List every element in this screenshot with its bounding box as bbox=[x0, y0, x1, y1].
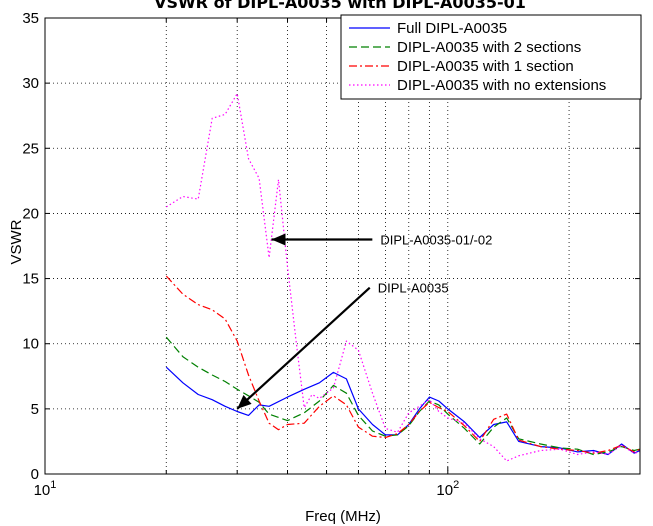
y-tick-label: 15 bbox=[22, 271, 39, 288]
annotation-label: DIPL-A0035 bbox=[378, 281, 449, 296]
y-tick-label: 25 bbox=[22, 140, 39, 157]
series-line-3 bbox=[165, 275, 641, 454]
annotation-arrow-head bbox=[271, 233, 286, 246]
legend-label: DIPL-A0035 with no extensions bbox=[397, 77, 606, 94]
chart-title: VSWR of DIPL-A0035 with DIPL-A0035-01 bbox=[154, 0, 526, 12]
legend-box bbox=[340, 14, 642, 100]
series-line-2 bbox=[165, 336, 641, 456]
y-tick-label: 35 bbox=[22, 10, 39, 27]
plot-series bbox=[165, 92, 641, 462]
x-axis-label: Freq (MHz) bbox=[305, 508, 381, 525]
annotation-arrow-head bbox=[237, 394, 252, 409]
y-tick-label: 5 bbox=[31, 401, 39, 418]
y-axis-label: VSWR bbox=[8, 219, 25, 264]
y-tick-label: 10 bbox=[22, 336, 39, 353]
x-tick-label: 101 bbox=[34, 479, 57, 499]
annotation-label: DIPL-A0035-01/-02 bbox=[380, 232, 492, 247]
y-tick-label: 30 bbox=[22, 75, 39, 92]
y-tick-label: 20 bbox=[22, 205, 39, 222]
x-tick-label: 102 bbox=[436, 479, 459, 499]
series-line-4 bbox=[165, 92, 641, 462]
axis-ticks: 0 5 10 15 20 25 30 35 101 102 bbox=[22, 10, 640, 499]
legend-label: DIPL-A0035 with 2 sections bbox=[397, 39, 581, 56]
annotation-arrow-shaft bbox=[236, 286, 371, 410]
legend: Full DIPL-A0035 DIPL-A0035 with 2 section… bbox=[340, 14, 642, 100]
legend-label: DIPL-A0035 with 1 section bbox=[397, 58, 574, 75]
legend-label: Full DIPL-A0035 bbox=[397, 20, 507, 37]
y-tick-label: 0 bbox=[31, 466, 39, 483]
annotations: DIPL-A0035-01/-02 DIPL-A0035 bbox=[236, 232, 492, 410]
